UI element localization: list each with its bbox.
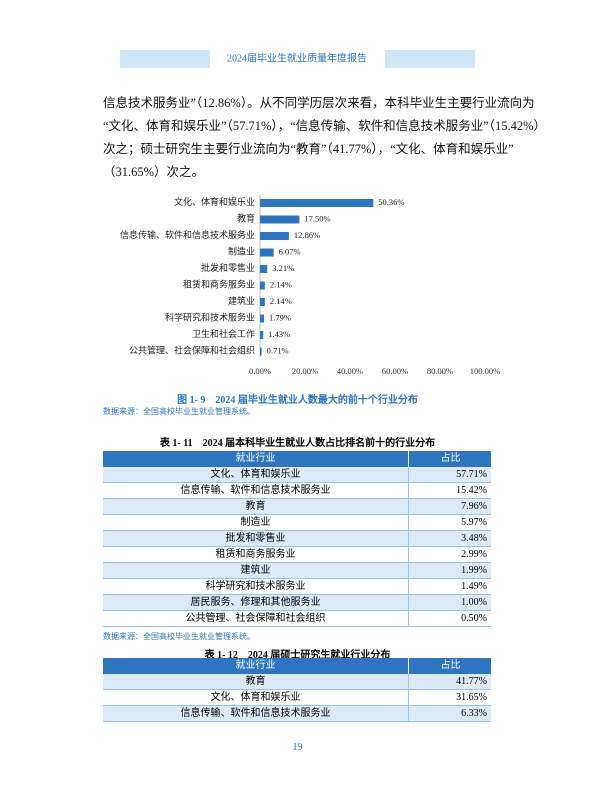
table-cell: 31.65% — [408, 690, 491, 706]
table-row: 信息传输、软件和信息技术服务业 15.42% — [103, 483, 491, 499]
table-cell: 文化、体育和娱乐业 — [210, 692, 301, 703]
table-header: 就业行业 占比 — [103, 658, 491, 674]
table-cell: 15.42% — [408, 483, 491, 499]
table-row: 文化、体育和娱乐业 31.65% — [103, 690, 491, 706]
table-row: 建筑业 1.99% — [103, 563, 491, 579]
table-row: 制造业 5.97% — [103, 515, 491, 531]
table-cell: 教育 — [245, 501, 266, 512]
table-cell: 租赁和商务服务业 — [215, 549, 296, 560]
table-cell: 1.00% — [408, 595, 491, 611]
table-cell: 0.50% — [408, 611, 491, 627]
table-cell: 2.99% — [408, 547, 491, 563]
table-row: 科学研究和技术服务业 1.49% — [103, 579, 491, 595]
table-cell: 制造业 — [240, 517, 271, 528]
figure-source: 数据来源：全国高校毕业生就业管理系统。 — [103, 407, 255, 416]
table-cell: 信息传输、软件和信息技术服务业 — [180, 485, 331, 496]
header-title: 2024届毕业生就业质量年度报告 — [227, 51, 367, 64]
paragraph-line: （31.65%）次之。 — [103, 165, 205, 179]
header-cell: 占比 — [408, 658, 492, 674]
paragraph-line: 信息技术服务业”（12.86%）。从不同学历层次来看，本科毕业生主要行业流向为 — [103, 96, 535, 110]
table-header: 就业行业 占比 — [103, 451, 491, 467]
bar — [260, 248, 274, 257]
x-tick-label: 0.00% — [249, 366, 271, 376]
paragraph-line: 次之；硕士研究生主要行业流向为“教育”（41.77%），“文化、体育和娱乐业” — [103, 142, 514, 156]
value-label: 50.36% — [378, 197, 404, 207]
value-label: 1.43% — [268, 329, 290, 339]
table-cell: 5.97% — [408, 515, 491, 531]
category-label: 公共管理、社会保障和社会组织 — [129, 345, 255, 356]
category-label: 租赁和商务服务业 — [183, 279, 255, 290]
value-label: 6.07% — [279, 246, 301, 256]
table-row: 批发和零售业 3.48% — [103, 531, 491, 547]
table-source: 数据来源：全国高校毕业生就业管理系统。 — [103, 632, 255, 641]
x-tick-label: 60.00% — [382, 366, 408, 376]
x-tick-label: 20.00% — [292, 366, 318, 376]
figure-caption: 图 1- 9 2024 届毕业生就业人数最大的前十个行业分布 — [177, 395, 418, 406]
header-cell: 就业行业 — [235, 453, 276, 464]
bar — [260, 199, 374, 207]
value-label: 1.79% — [269, 312, 291, 322]
category-label: 文化、体育和娱乐业 — [174, 196, 255, 207]
paragraph-line: “文化、体育和娱乐业”（57.71%），“信息传输、软件和信息技术服务业”（15… — [103, 119, 547, 133]
category-label: 制造业 — [228, 246, 255, 257]
category-label: 建筑业 — [228, 295, 255, 306]
table-cell: 教育 — [245, 676, 266, 687]
table-cell: 信息传输、软件和信息技术服务业 — [180, 708, 331, 719]
table-cell: 41.77% — [408, 674, 491, 690]
table-cell: 1.49% — [408, 579, 491, 595]
value-label: 2.14% — [270, 296, 292, 306]
table-cell: 科学研究和技术服务业 — [205, 581, 306, 592]
x-tick-label: 80.00% — [427, 366, 453, 376]
table-cell: 文化、体育和娱乐业 — [210, 469, 301, 480]
table-cell: 57.71% — [408, 467, 491, 483]
bar — [260, 331, 264, 339]
category-label: 科学研究和技术服务业 — [165, 312, 255, 323]
table-title: 表 1- 11 2024 届本科毕业生就业人数占比排名前十的行业分布 — [159, 438, 436, 449]
bar — [260, 215, 300, 224]
x-tick-label: 100.00% — [470, 366, 500, 376]
table-row: 公共管理、社会保障和社会组织 0.50% — [103, 611, 491, 627]
table-title: 表 1- 12 2024 届硕士研究生就业行业分布 — [204, 650, 391, 661]
value-label: 3.21% — [272, 263, 294, 273]
header-cell: 就业行业 — [235, 660, 276, 671]
table-cell: 居民服务、修理和其他服务业 — [190, 597, 321, 608]
table-cell: 6.33% — [408, 706, 491, 722]
page-number: 19 — [292, 742, 303, 753]
category-label: 教育 — [237, 213, 255, 224]
table-cell: 公共管理、社会保障和社会组织 — [185, 613, 326, 624]
banner-deco — [120, 50, 210, 68]
bar — [260, 281, 265, 290]
table-cell: 3.48% — [408, 531, 491, 547]
table-row: 教育 7.96% — [103, 499, 491, 515]
bar — [260, 298, 265, 306]
bar — [260, 265, 268, 273]
table-row: 租赁和商务服务业 2.99% — [103, 547, 491, 563]
value-label: 0.71% — [267, 345, 289, 355]
table-cell: 建筑业 — [240, 565, 271, 576]
value-label: 12.86% — [294, 230, 320, 240]
category-label: 卫生和社会工作 — [192, 328, 255, 339]
table-row: 教育 41.77% — [103, 674, 491, 690]
bar — [260, 347, 262, 356]
value-label: 2.14% — [270, 279, 292, 289]
category-label: 信息传输、软件和信息技术服务业 — [120, 229, 255, 240]
table-cell: 7.96% — [408, 499, 491, 515]
banner-deco — [385, 50, 475, 68]
table-row: 居民服务、修理和其他服务业 1.00% — [103, 595, 491, 611]
table-cell: 1.99% — [408, 563, 491, 579]
header-cell: 占比 — [408, 451, 492, 467]
bar — [260, 232, 289, 240]
x-tick-label: 40.00% — [337, 366, 363, 376]
table-row: 信息传输、软件和信息技术服务业 6.33% — [103, 706, 491, 722]
table-row: 文化、体育和娱乐业 57.71% — [103, 467, 491, 483]
value-label: 17.50% — [304, 213, 330, 223]
table-cell: 批发和零售业 — [225, 533, 286, 544]
category-label: 批发和零售业 — [201, 262, 255, 273]
bar — [260, 314, 265, 323]
